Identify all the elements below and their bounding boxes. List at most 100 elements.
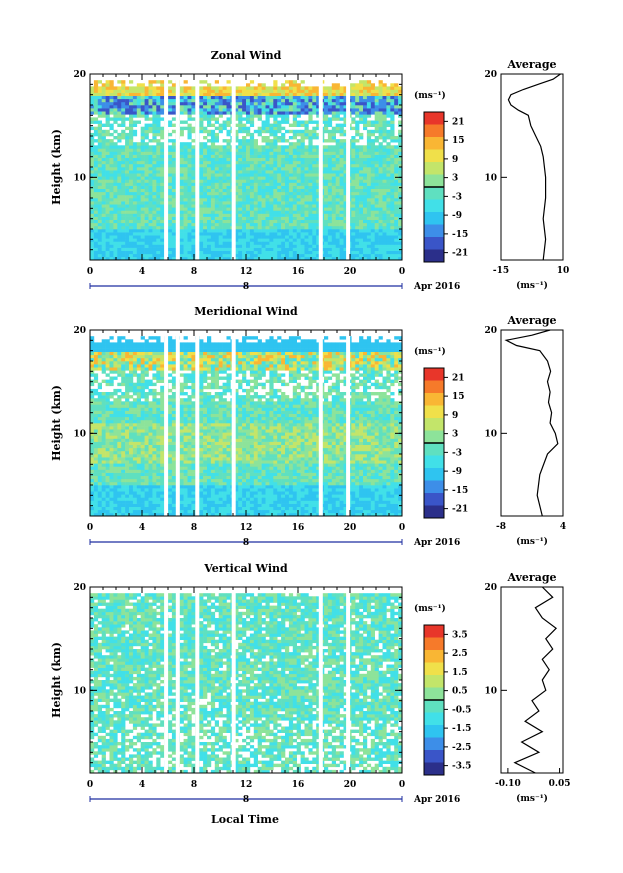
- heatmap-cell: [207, 86, 212, 90]
- heatmap-cell: [207, 173, 212, 177]
- heatmap-cell: [378, 500, 383, 504]
- heatmap-cell: [160, 111, 165, 115]
- heatmap-cell: [246, 145, 251, 149]
- heatmap-cell: [222, 503, 227, 507]
- heatmap-cell: [242, 500, 247, 504]
- heatmap-cell: [296, 167, 301, 171]
- heatmap-cell: [378, 179, 383, 183]
- heatmap-cell: [203, 201, 208, 205]
- heatmap-cell: [398, 194, 403, 199]
- heatmap-cell: [324, 247, 329, 251]
- heatmap-cell: [288, 179, 294, 183]
- heatmap-cell: [226, 185, 231, 189]
- heatmap-cell: [199, 207, 204, 211]
- heatmap-cell: [132, 151, 138, 155]
- heatmap-cell: [207, 191, 212, 196]
- heatmap-cell: [179, 105, 184, 109]
- heatmap-cell: [335, 235, 340, 239]
- date-axis-end: [89, 283, 403, 289]
- heatmap-cell: [168, 216, 173, 220]
- heatmap-cell: [363, 185, 368, 189]
- heatmap-cell: [343, 232, 348, 236]
- heatmap-cell: [214, 173, 219, 177]
- heatmap-cell: [288, 247, 294, 251]
- heatmap-cell: [136, 92, 141, 96]
- heatmap-cell: [335, 216, 340, 220]
- heatmap-cell: [386, 238, 391, 242]
- heatmap-cell: [210, 191, 216, 196]
- heatmap-cell: [203, 98, 208, 103]
- heatmap-cell: [363, 114, 368, 118]
- heatmap-cell: [394, 194, 399, 199]
- heatmap-cell: [160, 142, 165, 146]
- heatmap-cell: [253, 151, 258, 155]
- heatmap-cell: [242, 509, 247, 514]
- heatmap-cell: [179, 185, 184, 189]
- heatmap-cell: [249, 232, 255, 236]
- heatmap-cell: [144, 235, 149, 239]
- heatmap-cell: [187, 108, 192, 112]
- heatmap-cell: [316, 238, 321, 242]
- heatmap-cell: [101, 500, 106, 504]
- heatmap-cell: [125, 105, 130, 109]
- heatmap-cell: [324, 222, 329, 227]
- heatmap-cell: [144, 129, 149, 134]
- heatmap-cell: [386, 160, 391, 165]
- heatmap-cell: [105, 219, 110, 224]
- heatmap-cell: [382, 89, 387, 93]
- heatmap-cell: [285, 117, 290, 121]
- heatmap-cell: [101, 154, 106, 158]
- heatmap-cell: [269, 232, 274, 236]
- heatmap-cell: [93, 157, 99, 162]
- heatmap-cell: [242, 216, 247, 220]
- heatmap-cell: [386, 86, 391, 90]
- heatmap-cell: [316, 160, 321, 165]
- heatmap-cell: [382, 129, 387, 134]
- heatmap-cell: [183, 191, 188, 196]
- heatmap-cell: [285, 101, 290, 106]
- heatmap-cell: [226, 167, 231, 171]
- heatmap-cell: [316, 111, 321, 115]
- heatmap-cell: [331, 198, 336, 202]
- heatmap-cell: [117, 207, 122, 211]
- heatmap-cell: [160, 80, 165, 84]
- heatmap-cell: [398, 136, 403, 140]
- heatmap-cell: [316, 216, 321, 220]
- heatmap-cell: [187, 101, 192, 106]
- heatmap-cell: [160, 256, 165, 261]
- heatmap-cell: [179, 92, 184, 96]
- heatmap-cell: [160, 163, 165, 168]
- heatmap-cell: [355, 101, 360, 106]
- heatmap-cell: [398, 244, 403, 248]
- heatmap-cell: [160, 108, 165, 112]
- heatmap-cell: [285, 80, 290, 84]
- heatmap-cell: [171, 225, 177, 230]
- heatmap-cell: [148, 160, 153, 165]
- heatmap-cell: [386, 142, 391, 146]
- heatmap-cell: [238, 139, 243, 143]
- heatmap-cell: [93, 198, 99, 202]
- heatmap-cell: [370, 247, 375, 251]
- heatmap-cell: [210, 92, 216, 96]
- heatmap-cell: [355, 167, 360, 171]
- heatmap-cell: [269, 89, 274, 93]
- heatmap-cell: [218, 176, 223, 180]
- heatmap-cell: [136, 503, 141, 507]
- heatmap-cell: [363, 101, 368, 106]
- heatmap-cell: [394, 173, 399, 177]
- heatmap-cell: [257, 241, 262, 245]
- heatmap-cell: [312, 92, 317, 96]
- heatmap-cell: [207, 247, 212, 251]
- heatmap-cell: [394, 111, 399, 115]
- heatmap-cell: [93, 154, 99, 158]
- heatmap-cell: [316, 198, 321, 202]
- heatmap-cell: [261, 216, 266, 220]
- heatmap-cell: [156, 497, 161, 501]
- heatmap-cell: [179, 173, 184, 177]
- heatmap-cell: [343, 216, 348, 220]
- heatmap-cell: [382, 154, 387, 158]
- heatmap-cell: [132, 500, 138, 504]
- heatmap-cell: [277, 108, 282, 112]
- heatmap-cell: [292, 163, 297, 168]
- heatmap-cell: [366, 222, 372, 227]
